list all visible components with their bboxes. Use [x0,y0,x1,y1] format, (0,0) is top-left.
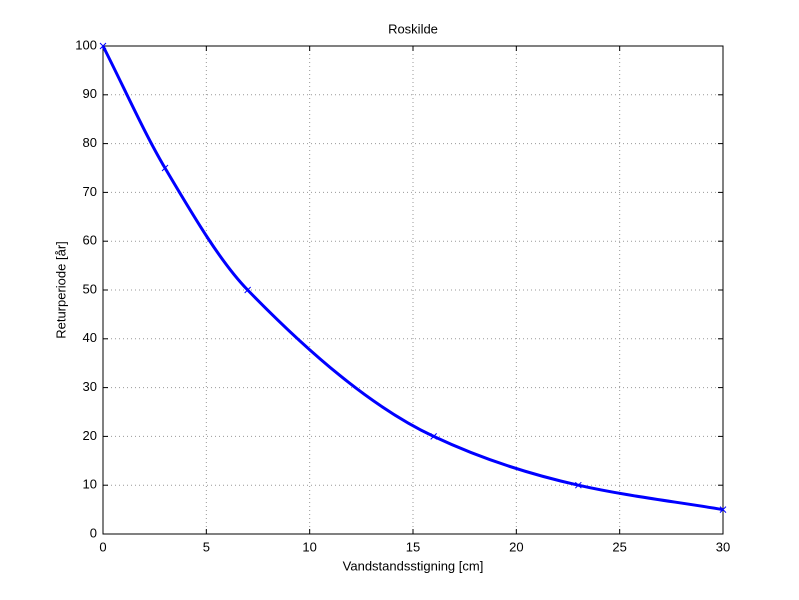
y-tick-label: 70 [83,184,97,199]
data-marker [244,286,252,294]
x-tick-label: 10 [302,539,316,554]
data-marker [430,433,438,440]
y-axis-label: Returperiode [år] [53,241,68,339]
plot-frame [102,45,724,535]
y-tick-label: 60 [83,233,97,248]
y-tick-label: 40 [83,330,97,345]
x-tick-label: 0 [99,539,106,554]
x-tick-label: 5 [203,539,210,554]
data-marker [161,164,169,172]
y-tick-label: 80 [83,135,97,150]
chart-title: Roskilde [388,21,438,36]
y-tick-label: 20 [83,428,97,443]
x-tick-label: 20 [509,539,523,554]
x-tick-label: 15 [406,539,420,554]
x-tick-label: 25 [612,539,626,554]
x-axis-label: Vandstandsstigning [cm] [343,558,484,573]
data-marker [99,42,107,50]
y-tick-label: 0 [90,525,97,540]
y-tick-label: 100 [75,37,97,52]
y-tick-label: 30 [83,379,97,394]
x-tick-label: 30 [716,539,730,554]
data-marker [574,481,582,489]
y-tick-label: 50 [83,281,97,296]
data-marker [719,506,727,513]
y-tick-label: 10 [83,477,97,492]
y-tick-label: 90 [83,86,97,101]
